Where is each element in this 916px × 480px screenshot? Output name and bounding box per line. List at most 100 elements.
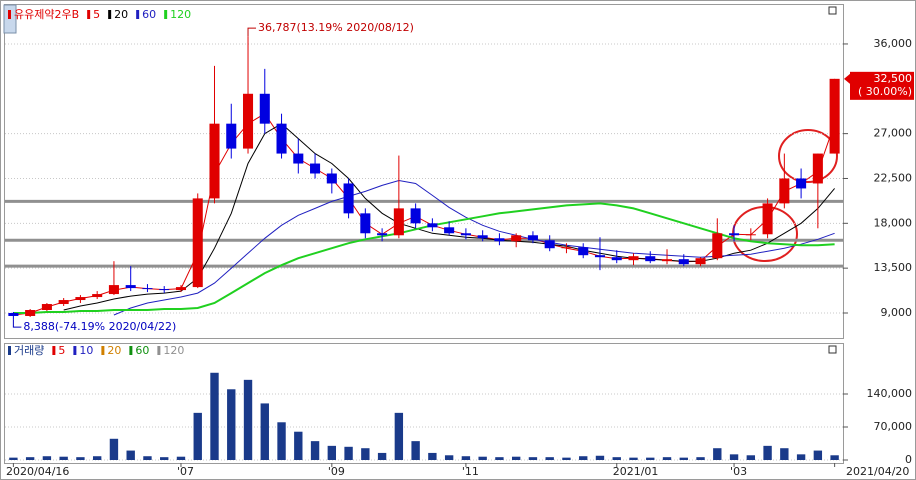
x-tick-label: '07	[177, 465, 194, 478]
candle-body	[444, 227, 455, 234]
panel-button[interactable]	[828, 6, 837, 15]
legend-swatch	[87, 10, 91, 19]
candle-body	[427, 223, 438, 228]
candle-body	[125, 285, 136, 289]
legend-label: 60	[142, 8, 156, 21]
volume-bar	[310, 441, 320, 460]
candle-body	[92, 294, 103, 298]
volume-bar	[227, 389, 236, 460]
candle-body	[108, 285, 119, 295]
candle-body	[242, 93, 254, 149]
last-price: 32,500	[874, 72, 913, 85]
volume-bar	[444, 455, 454, 460]
legend-label: 120	[170, 8, 191, 21]
volume-bar	[629, 457, 638, 460]
candle-body	[678, 259, 689, 265]
legend-label: 10	[79, 344, 93, 357]
candle-body	[276, 123, 287, 154]
y-tick-label: 9,000	[881, 306, 913, 319]
legend-swatch	[8, 10, 11, 19]
candle-body	[645, 256, 656, 262]
annotation-arrow	[12, 319, 22, 328]
legend-swatch	[136, 10, 140, 19]
price-pointer	[844, 73, 850, 84]
candle-body	[544, 240, 555, 249]
legend-label: 5	[93, 8, 100, 21]
moving-average	[63, 123, 835, 311]
candle-body	[377, 233, 388, 236]
legend-swatch	[52, 346, 56, 355]
legend-label: 60	[135, 344, 149, 357]
candle-body	[611, 257, 622, 261]
volume-bar	[478, 456, 487, 460]
volume-bar	[495, 457, 504, 460]
candle-body	[8, 312, 19, 316]
candle-body	[628, 256, 639, 261]
volume-bar	[528, 457, 538, 460]
x-tick-label: 2021/01	[613, 465, 659, 478]
candle-body	[661, 259, 673, 262]
candle-body	[360, 213, 371, 234]
annotation-arrow	[247, 27, 257, 37]
candle-body	[695, 258, 706, 265]
candle-body	[41, 304, 52, 311]
volume-bar	[713, 448, 722, 460]
candle-body	[293, 153, 304, 164]
candle-body	[25, 310, 36, 316]
candle-body	[779, 178, 790, 204]
candle-body	[159, 289, 170, 291]
x-tick-label: '03	[730, 465, 747, 478]
candle-body	[259, 93, 270, 124]
x-tick-label: 2021/04/20	[846, 465, 909, 478]
y-tick-label: 27,000	[874, 127, 913, 140]
legend-label: 20	[107, 344, 121, 357]
candle-body	[142, 288, 153, 290]
volume-bar	[428, 452, 437, 460]
volume-bar	[796, 454, 806, 460]
y-tick-label: 70,000	[874, 420, 913, 433]
volume-bar	[92, 456, 102, 460]
y-tick-label: 18,000	[874, 216, 913, 229]
candle-body	[477, 235, 488, 239]
candle-body	[175, 287, 187, 291]
volume-bar	[813, 450, 823, 460]
legend-swatch	[129, 346, 133, 355]
candle-body	[310, 163, 321, 174]
y-tick-label: 22,500	[874, 171, 913, 184]
candle-body	[712, 233, 723, 259]
high-annotation: 36,787(13.19% 2020/08/12)	[258, 21, 414, 34]
legend-swatch	[157, 346, 161, 355]
low-annotation: 8,388(-74.19% 2020/04/22)	[23, 320, 176, 333]
volume-bar	[612, 457, 621, 460]
volume-bar	[143, 456, 152, 460]
candle-body	[192, 198, 203, 288]
volume-bar	[277, 422, 286, 460]
volume-bar	[294, 431, 303, 460]
panel-button[interactable]	[828, 345, 837, 354]
volume-bar	[662, 457, 672, 460]
volume-bar	[59, 456, 68, 460]
volume-bar	[109, 438, 119, 460]
price-box	[850, 71, 914, 100]
x-tick-label: 2020/04/16	[6, 465, 69, 478]
volume-bar	[210, 372, 219, 460]
legend-swatch	[108, 10, 112, 19]
candle-body	[343, 183, 354, 214]
candle-body	[494, 238, 505, 242]
volume-bar	[679, 457, 688, 460]
volume-bar	[176, 456, 186, 460]
volume-bar	[260, 403, 269, 460]
volume-bar	[160, 457, 169, 460]
highlight-circle	[778, 129, 838, 183]
volume-bar	[193, 412, 202, 460]
candle-body	[410, 208, 421, 224]
candle-body	[527, 235, 538, 241]
candle-body	[58, 300, 69, 305]
candle-body	[226, 123, 237, 149]
volume-bar	[780, 448, 789, 460]
candle-body	[75, 297, 86, 301]
volume-bar	[579, 456, 588, 460]
x-tick-label: '11	[462, 465, 479, 478]
candle-body	[729, 233, 740, 236]
legend-swatch	[164, 10, 168, 19]
